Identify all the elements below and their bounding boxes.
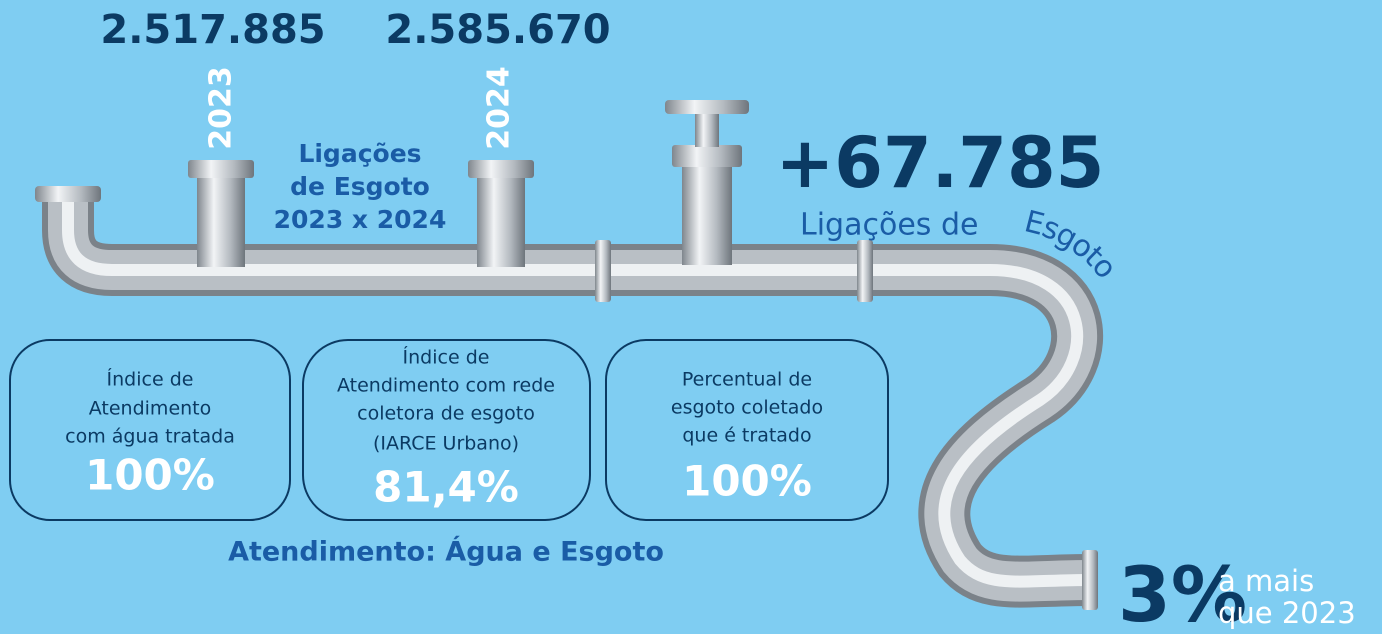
year-2023: 2023	[204, 66, 239, 150]
box-text: Índice de	[403, 346, 490, 369]
year-2024: 2024	[482, 66, 517, 150]
box-text: Percentual de	[682, 369, 812, 391]
box-text: (IARCE Urbano)	[373, 433, 519, 455]
box-value: 100%	[682, 457, 812, 506]
box-text: coletora de esgoto	[357, 403, 535, 425]
connections-title: Ligações	[298, 139, 421, 168]
increase-line: que 2023	[1218, 596, 1356, 630]
section-title: Atendimento: Água e Esgoto	[228, 536, 664, 568]
connections-title: 2023 x 2024	[274, 205, 447, 234]
box-value: 81,4%	[373, 463, 519, 512]
box-value: 100%	[85, 451, 215, 500]
growth-label: Ligações de	[800, 208, 978, 243]
connections-title: de Esgoto	[290, 172, 430, 201]
increase-value: 3%	[1118, 550, 1247, 634]
box-text: Atendimento	[89, 398, 212, 420]
value-2024: 2.585.670	[385, 7, 610, 53]
increase-line: a mais	[1218, 564, 1314, 598]
box-text: Atendimento com rede	[337, 375, 555, 397]
value-2023: 2.517.885	[100, 7, 325, 53]
box-text: com água tratada	[65, 426, 235, 448]
box	[302, 339, 591, 521]
box	[9, 339, 291, 521]
box-text: Índice de	[107, 368, 194, 391]
box-text: esgoto coletado	[671, 397, 823, 419]
pipe	[35, 100, 1104, 610]
box	[605, 339, 889, 521]
box-text: que é tratado	[682, 425, 811, 447]
growth-value: +67.785	[776, 122, 1105, 204]
